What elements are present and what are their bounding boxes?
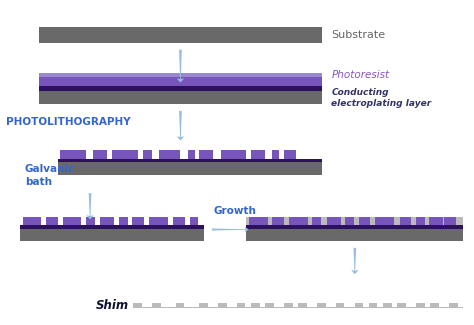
Bar — [39, 73, 322, 77]
Bar — [369, 303, 377, 306]
Bar — [159, 150, 181, 159]
Bar — [152, 303, 161, 306]
Bar — [112, 150, 138, 159]
Bar — [149, 217, 168, 225]
Bar — [317, 303, 326, 306]
Bar — [86, 217, 95, 225]
Bar — [199, 303, 208, 306]
Bar — [416, 303, 425, 306]
Bar — [298, 303, 307, 306]
Bar — [284, 150, 296, 159]
Bar — [237, 303, 246, 306]
Bar — [358, 217, 370, 225]
Bar — [190, 217, 198, 225]
Bar — [58, 159, 322, 162]
Bar — [46, 217, 58, 225]
Text: Growth: Growth — [213, 206, 256, 216]
Bar — [199, 150, 213, 159]
Bar — [397, 303, 406, 306]
Bar — [39, 91, 322, 105]
Bar — [273, 217, 284, 225]
Bar — [188, 150, 195, 159]
Bar — [20, 225, 204, 229]
Bar — [119, 217, 128, 225]
Bar — [400, 217, 411, 225]
Bar — [284, 303, 292, 306]
Text: Conducting
electroplating layer: Conducting electroplating layer — [331, 88, 431, 108]
Bar — [246, 217, 463, 225]
Bar — [251, 303, 260, 306]
Bar — [273, 150, 279, 159]
Text: Shim: Shim — [95, 299, 128, 312]
Bar — [430, 303, 438, 306]
Bar — [220, 150, 246, 159]
Bar — [429, 217, 443, 225]
Bar — [100, 217, 115, 225]
Bar — [63, 217, 82, 225]
Bar — [133, 303, 142, 306]
Bar — [336, 303, 345, 306]
Bar — [93, 150, 108, 159]
Bar — [375, 217, 394, 225]
Bar — [143, 150, 152, 159]
Bar — [133, 306, 463, 308]
Text: Photoresist: Photoresist — [331, 70, 389, 80]
Bar — [327, 217, 341, 225]
Bar — [246, 225, 463, 229]
Bar — [60, 150, 86, 159]
Bar — [132, 217, 144, 225]
Bar — [355, 303, 363, 306]
Bar — [58, 162, 322, 176]
Bar — [23, 217, 41, 225]
Bar — [246, 229, 463, 241]
Text: Galvanic
bath: Galvanic bath — [25, 164, 75, 187]
Text: PHOTOLITHOGRAPHY: PHOTOLITHOGRAPHY — [6, 117, 131, 127]
Text: Substrate: Substrate — [331, 30, 385, 40]
Bar — [218, 303, 227, 306]
Bar — [444, 217, 456, 225]
Bar — [289, 217, 308, 225]
Bar — [416, 217, 425, 225]
Bar — [39, 77, 322, 86]
Bar — [176, 303, 184, 306]
Bar — [39, 27, 322, 43]
Bar — [20, 229, 204, 241]
Bar — [173, 217, 185, 225]
Bar — [312, 217, 321, 225]
Bar — [249, 217, 268, 225]
Bar — [39, 86, 322, 91]
Bar — [383, 303, 392, 306]
Bar — [346, 217, 354, 225]
Bar — [251, 150, 265, 159]
Bar — [265, 303, 274, 306]
Bar — [449, 303, 457, 306]
